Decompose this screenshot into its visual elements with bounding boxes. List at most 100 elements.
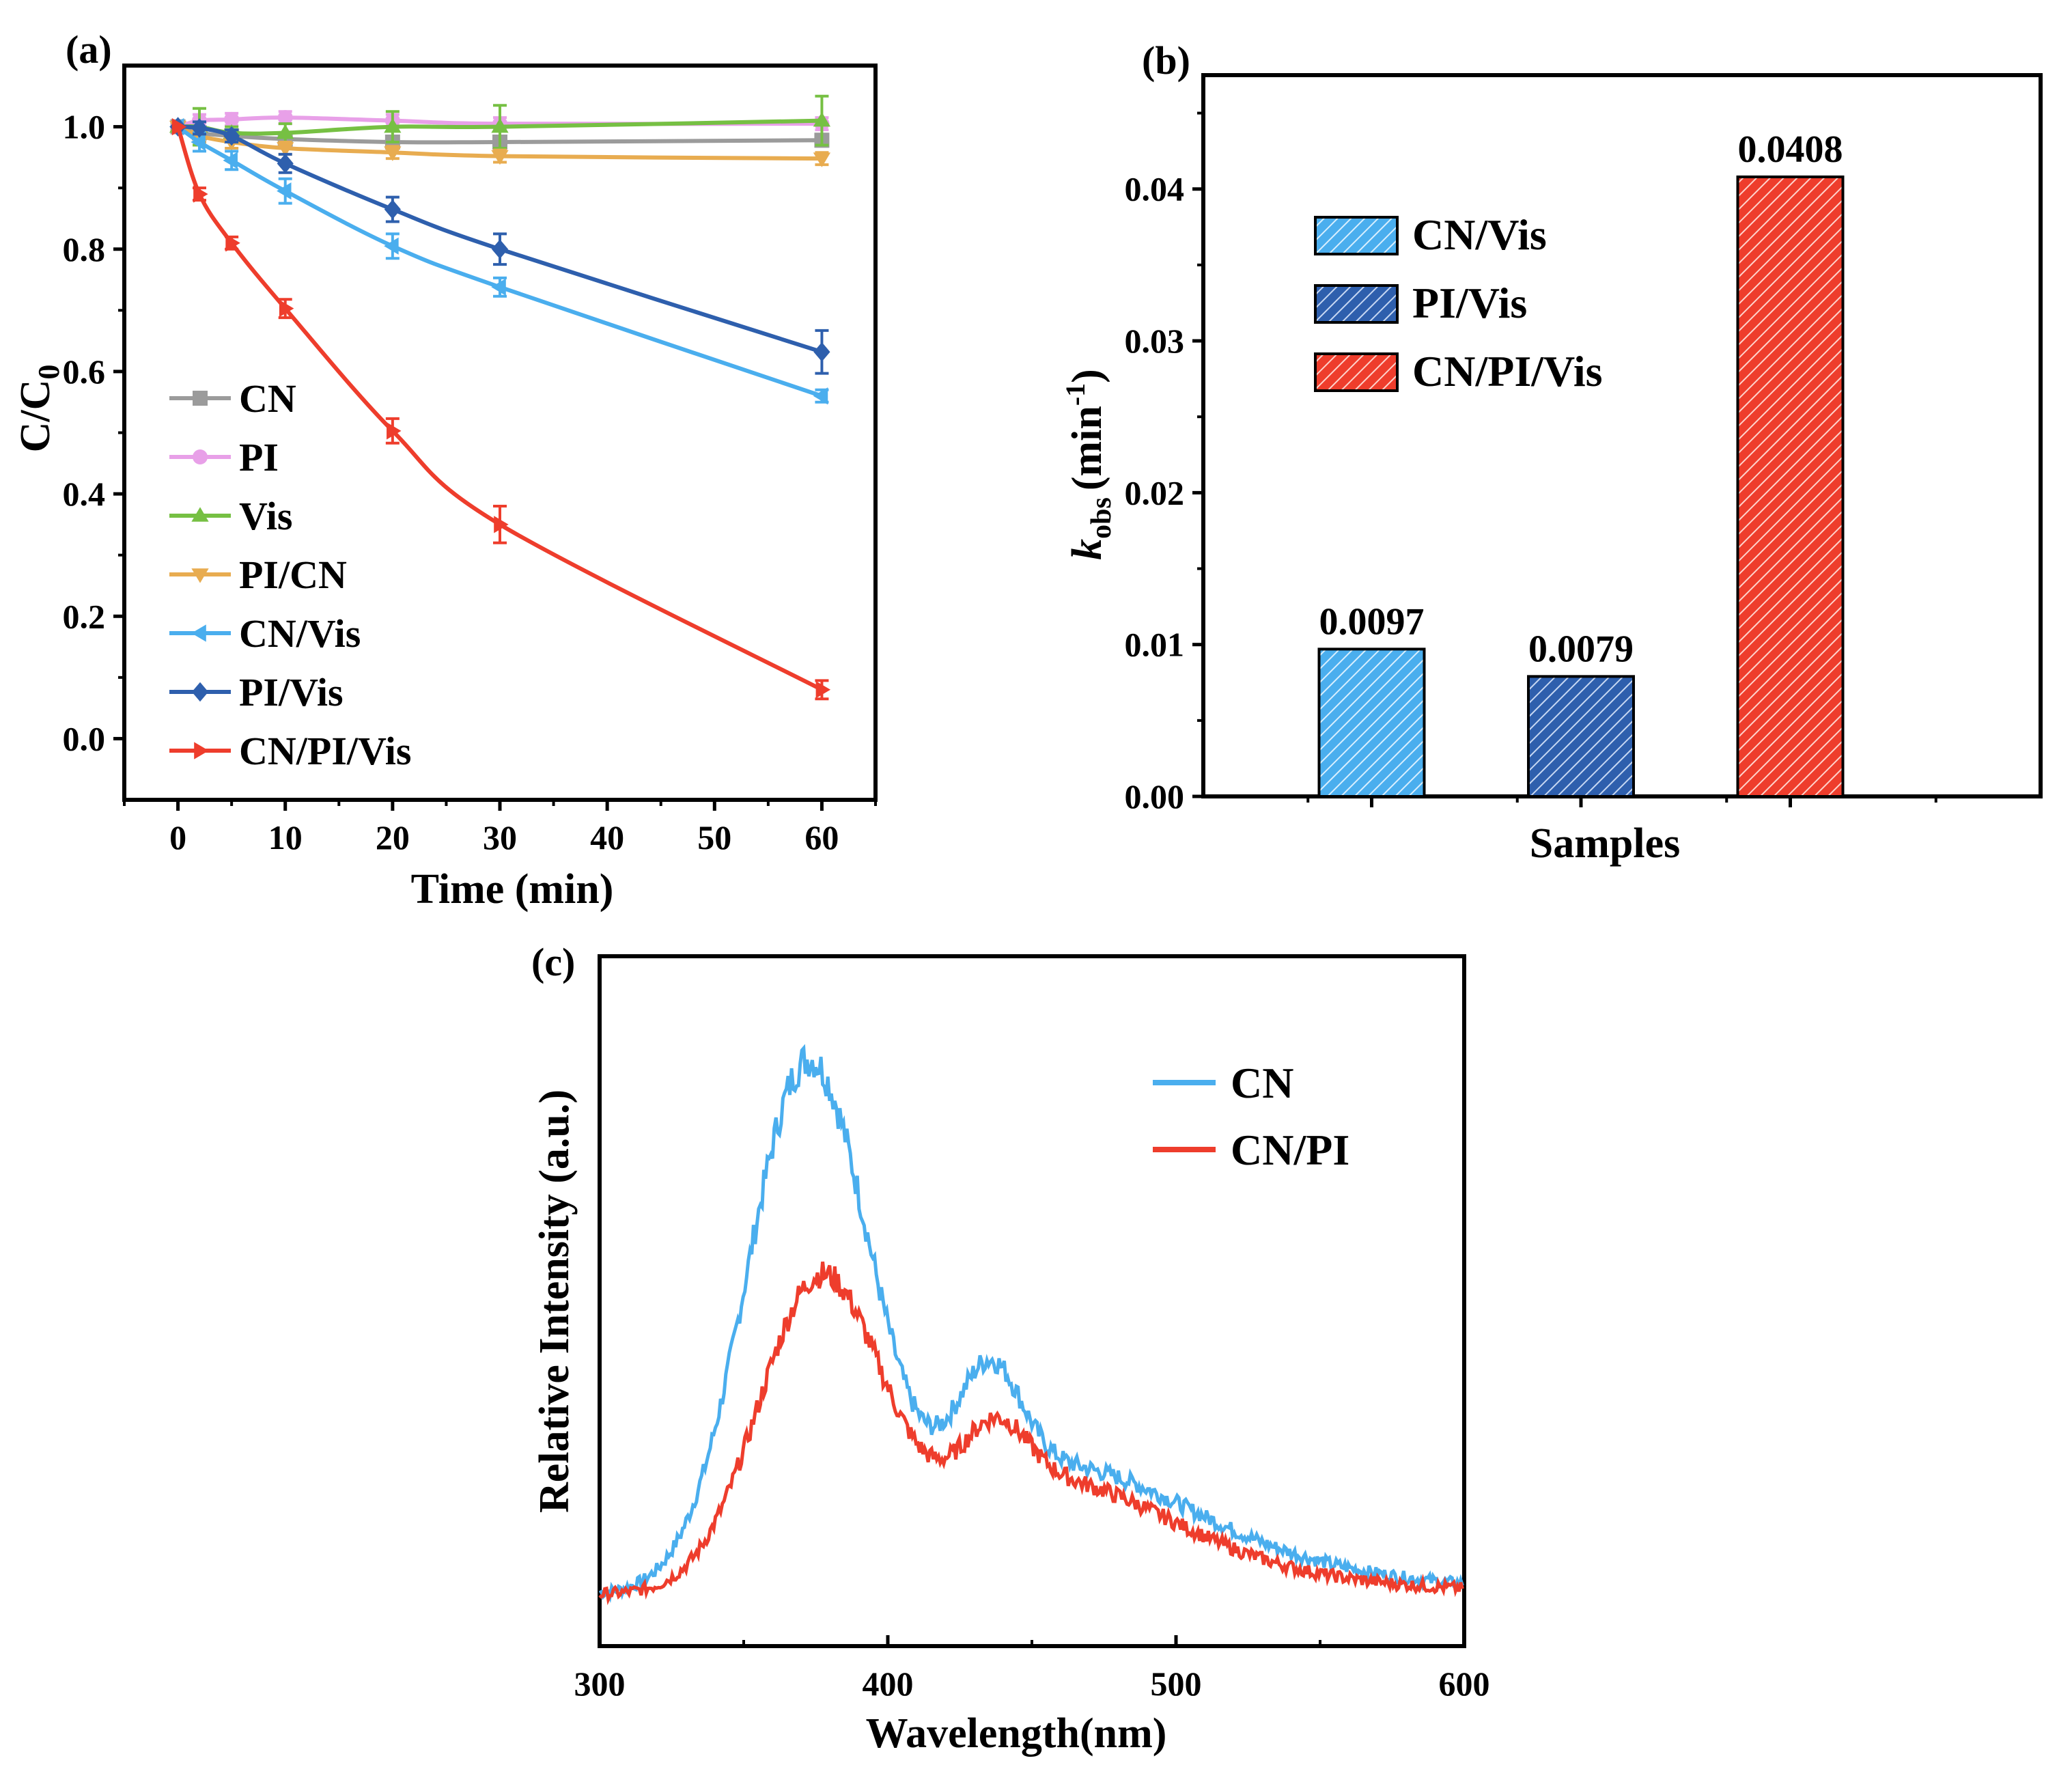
y-tick-label-a: 1.0 [63,108,106,146]
chart-b: (b) 0.000.010.020.030.04 0.00970.00790.0… [1060,38,2043,867]
data-point-a-4-shape [277,182,292,200]
series-line-a-0 [177,124,822,145]
y-tick-label-a: 0.6 [63,352,106,391]
data-point-a-5 [384,199,401,219]
data-point-a-6-shape [494,516,509,533]
data-point-a-3 [491,150,509,165]
legend-marker-a-shape [191,568,209,583]
data-point-a-2 [384,117,402,133]
data-point-a-6 [225,234,240,252]
legend-marker-a [191,682,209,702]
data-point-a-6 [279,299,294,318]
x-tick-label-c: 300 [574,1665,626,1703]
legend-swatch-b [1314,284,1399,324]
data-point-a-5-shape [384,199,401,219]
data-point-a-5 [277,154,294,173]
series-group-c [598,1044,1464,1606]
data-point-a-5 [813,342,830,362]
data-point-a-4-shape [813,387,828,405]
legend-label-c: CN/PI [1231,1126,1349,1174]
legend-marker-a-shape [191,507,209,522]
legend-marker-a [194,742,209,760]
data-point-a-3-shape [384,146,402,161]
legend-marker-a [193,449,208,464]
data-point-a-5-shape [491,239,509,260]
legend-marker-a [193,391,208,406]
y-axis-title-b-close: ) [1064,369,1110,383]
y-tick-label-b: 0.03 [1125,322,1185,360]
data-point-a-4 [384,237,399,255]
series-line-a-6 [176,126,823,692]
y-tick-label-a: 0.2 [63,597,106,635]
data-point-a-4 [191,133,206,151]
legend-label-a: Vis [239,494,292,538]
data-point-a-2 [813,111,831,127]
data-point-a-5-shape [813,342,830,362]
legend-label-b: CN/PI/Vis [1412,347,1603,395]
data-point-a-3 [277,142,294,157]
legend-marker-a-shape [191,624,206,642]
x-tick-label-a: 10 [268,818,303,857]
data-point-a-4-shape [191,133,206,151]
y-axis-title-c: Relative Intensity (a.u.) [531,1089,578,1513]
data-point-a-6 [171,117,187,136]
legend-marker-a [191,568,209,583]
data-point-a-3-shape [277,142,294,157]
x-tick-label-a: 20 [376,818,410,857]
legend-swatch-b [1314,216,1399,255]
data-point-a-2-shape [384,117,402,133]
y-tick-label-b: 0.00 [1125,777,1185,816]
legend-label-a: PI/Vis [239,670,344,714]
legend-marker-a [191,507,209,522]
x-axis-c: 300 400 500 600 [574,1635,1490,1703]
data-point-a-4-shape [491,278,506,296]
spectrum-line-c-1 [598,1262,1464,1606]
data-point-a-4 [813,387,828,405]
data-point-a-6-shape [225,234,240,252]
y-tick-label-a: 0.8 [63,230,106,268]
y-axis-title-a-sub: 0 [32,365,66,380]
series-group-a [169,94,831,701]
bar-value-label: 0.0408 [1738,128,1843,171]
legend-marker-a-shape [193,449,208,464]
y-axis-title-b: kobs (min-1) [1060,369,1117,560]
plot-c-frame [598,954,1466,1648]
data-point-a-5-shape [223,126,240,146]
x-axis-a: 0 10 20 30 40 50 60 [123,800,877,857]
legend-label-b: PI/Vis [1412,279,1527,327]
legend-label-a: CN/PI/Vis [239,729,411,773]
data-point-a-1-shape [224,111,240,127]
data-point-a-6-shape [279,299,294,318]
data-point-a-2-shape [277,124,294,139]
data-point-a-1 [224,111,240,127]
y-axis-title-a-main: C/C [12,380,59,453]
series-line-a-4 [176,125,823,398]
data-point-a-4 [223,152,238,169]
data-point-a-6 [387,422,402,440]
data-point-a-4-shape [384,237,399,255]
legend-b: CN/Vis PI/Vis CN/PI/Vis [1314,210,1603,395]
legend-marker-a [191,624,206,642]
data-point-a-6-shape [193,185,208,203]
data-point-a-3-shape [491,150,509,165]
legend-swatch-b [1314,352,1399,392]
legend-label-a: CN [239,376,296,421]
x-tick-label-a: 0 [169,818,186,857]
y-axis-title-b-sup: -1 [1060,383,1091,406]
y-axis-title-b-k: k [1064,539,1110,560]
legend-label-a: PI/CN [239,553,347,597]
data-point-a-3 [813,152,831,167]
x-tick-label-c: 600 [1439,1665,1490,1703]
series-line-a-3 [177,124,822,161]
data-point-a-6 [494,516,509,533]
data-point-a-2 [491,117,509,133]
y-axis-b: 0.00 0.01 0.02 0.03 0.04 [1125,111,1203,816]
y-axis-title-a: C/C0 [12,365,66,453]
y-axis-a: 0.0 0.2 0.4 0.6 0.8 1.0 [63,108,124,757]
data-point-a-4-shape [223,152,238,169]
data-point-a-3-shape [813,152,831,167]
y-tick-label-b: 0.04 [1125,170,1185,208]
data-point-a-1-shape [277,110,293,126]
legend-label-a: CN/Vis [239,611,361,656]
